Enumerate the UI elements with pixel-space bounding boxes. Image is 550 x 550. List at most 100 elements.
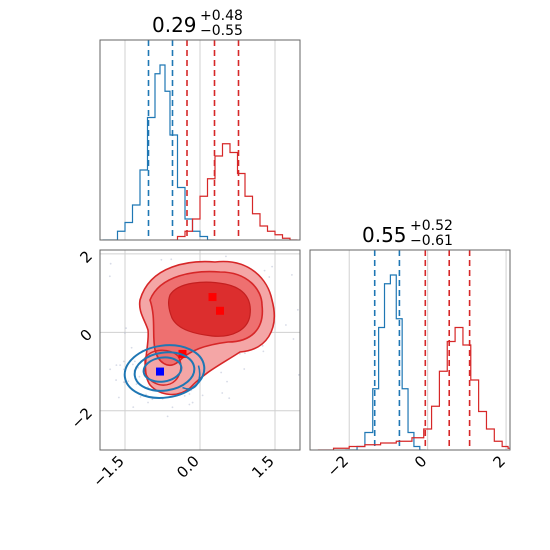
x-tick-label: 1.5 <box>248 452 278 482</box>
scatter-point <box>122 368 125 371</box>
scatter-point <box>238 352 241 355</box>
scatter-point <box>262 350 265 353</box>
scatter-point <box>132 406 135 409</box>
scatter-point <box>263 269 266 272</box>
panel-title-median: 0.29 <box>152 13 197 37</box>
scatter-point <box>221 392 224 394</box>
y-tick-label: 0 <box>77 326 96 345</box>
scatter-point <box>94 404 96 406</box>
panel-title-minus: −0.61 <box>410 233 453 249</box>
scatter-point <box>125 327 127 330</box>
scatter-point <box>345 212 347 214</box>
panel-title-plus: +0.48 <box>200 8 243 24</box>
y-tick-label: 2 <box>77 247 96 266</box>
scatter-point <box>297 373 300 376</box>
scatter-point <box>188 245 190 247</box>
scatter-point <box>228 397 231 400</box>
scatter-point <box>304 307 306 309</box>
scatter-point <box>127 380 130 383</box>
scatter-point <box>183 394 186 397</box>
scatter-point <box>171 406 174 409</box>
scatter-point <box>138 375 141 378</box>
scatter-point <box>220 371 223 374</box>
histogram-series-1 <box>102 64 215 240</box>
scatter-point <box>78 248 80 250</box>
truth-marker-1 <box>208 293 217 302</box>
scatter-point <box>244 352 246 355</box>
scatter-point <box>285 324 287 326</box>
scatter-point <box>188 403 191 406</box>
scatter-point <box>115 364 118 367</box>
contour-blue-outer <box>123 344 206 399</box>
histogram-frame <box>309 249 511 451</box>
scatter-point <box>151 398 154 401</box>
scatter-point <box>137 366 139 369</box>
scatter-point <box>145 393 147 396</box>
scatter-point <box>94 333 96 335</box>
scatter-point <box>115 379 117 381</box>
scatter-point <box>87 307 89 309</box>
scatter-point <box>155 242 157 244</box>
scatter-point <box>268 276 271 278</box>
scatter-point <box>252 240 254 242</box>
scatter-point <box>165 244 167 246</box>
scatter-point <box>234 215 236 217</box>
panel-title-plus: +0.52 <box>410 218 453 234</box>
x-tick-label: 2 <box>489 452 508 471</box>
histogram-series-1 <box>345 274 426 450</box>
scatter-point <box>108 275 111 278</box>
scatter-point <box>332 436 334 438</box>
panel-title-median: 0.55 <box>362 223 407 247</box>
scatter-point <box>312 303 314 305</box>
scatter-point <box>147 386 150 389</box>
joint-frame <box>99 249 301 451</box>
scatter-point <box>302 362 304 364</box>
histogram-series-2 <box>317 326 510 450</box>
scatter-point <box>243 368 246 370</box>
x-tick-label: 0.0 <box>173 452 203 482</box>
histogram-series-2 <box>170 143 298 240</box>
scatter-point <box>166 415 169 418</box>
x-tick-label: −1.5 <box>89 452 127 490</box>
scatter-point <box>122 360 125 363</box>
truth-marker-2 <box>216 306 224 315</box>
scatter-point <box>119 364 122 367</box>
x-tick-label: 0 <box>411 452 430 471</box>
panel-title-minus: −0.55 <box>200 23 243 39</box>
scatter-point <box>109 368 112 371</box>
scatter-point <box>109 262 112 265</box>
scatter-point <box>191 401 194 404</box>
scatter-point <box>61 290 63 292</box>
scatter-point <box>271 265 274 268</box>
scatter-point <box>130 346 133 349</box>
scatter-point <box>226 380 228 383</box>
scatter-point <box>131 363 134 366</box>
scatter-point <box>135 383 138 386</box>
joint-contents <box>61 201 347 438</box>
scatter-point <box>261 344 264 347</box>
x-tick-label: −2 <box>324 452 352 480</box>
scatter-point <box>282 229 284 231</box>
scatter-point <box>117 396 120 399</box>
scatter-point <box>225 255 227 258</box>
scatter-point <box>202 232 204 234</box>
scatter-point <box>160 258 163 261</box>
contour-blue-inner <box>142 356 183 383</box>
scatter-point <box>334 371 336 373</box>
histogram-frame <box>99 39 301 241</box>
y-tick-label: −2 <box>68 404 96 432</box>
scatter-point <box>133 360 136 363</box>
scatter-point <box>147 401 149 404</box>
scatter-point <box>272 201 274 203</box>
density-contour-inner <box>168 281 251 337</box>
contour-blue-mid <box>133 351 196 392</box>
scatter-point <box>245 207 247 209</box>
scatter-point <box>201 394 204 397</box>
truth-marker-4 <box>156 367 164 376</box>
scatter-point <box>292 338 295 340</box>
scatter-point <box>233 214 235 216</box>
scatter-point <box>338 356 340 358</box>
scatter-point <box>170 258 173 261</box>
scatter-point <box>124 332 126 334</box>
